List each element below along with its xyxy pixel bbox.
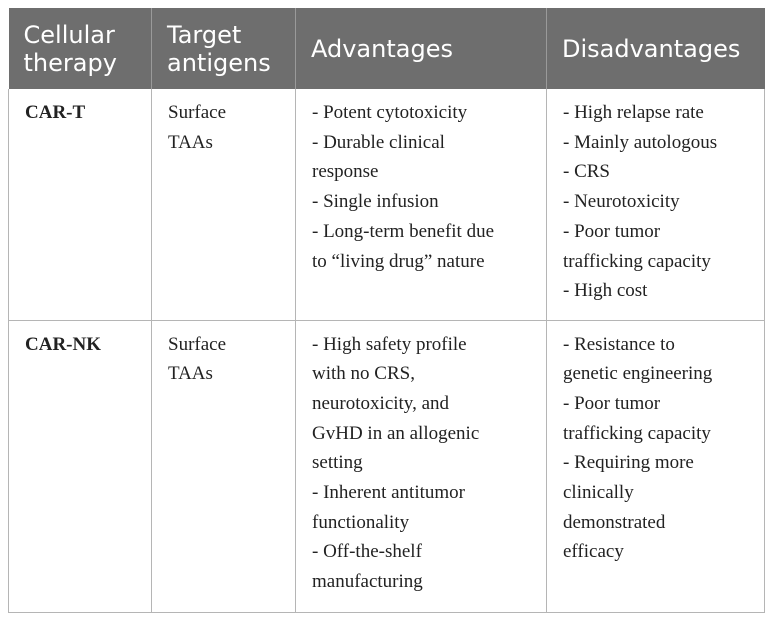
advantages-cell: - High safety profile with no CRS, neuro…: [295, 320, 547, 613]
cell-line: functionality: [312, 511, 410, 533]
cell-line: clinically: [563, 482, 634, 504]
cell-line: with no CRS,: [312, 363, 415, 385]
cell-line: - Requiring more: [563, 452, 694, 474]
disadvantages-cell: - Resistance to genetic engineering - Po…: [546, 320, 765, 613]
header-text: Target: [167, 21, 242, 49]
cell-line: - Resistance to: [563, 333, 675, 355]
cell-line: demonstrated: [563, 511, 666, 533]
cell-line: - Single infusion: [312, 191, 439, 213]
header-row: Cellular therapy Target antigens Advanta…: [8, 8, 765, 89]
header-text: therapy: [23, 49, 117, 77]
cell-line: trafficking capacity: [563, 422, 711, 444]
header-text: Cellular: [23, 21, 115, 49]
cell-line: - Off-the-shelf: [312, 541, 422, 563]
cell-line: Surface: [168, 102, 227, 123]
cell-line: - Mainly autologous: [563, 131, 718, 153]
cell-line: efficacy: [563, 541, 624, 563]
cell-line: TAAs: [168, 363, 213, 385]
cell-line: - Inherent antitumor: [312, 482, 466, 504]
therapy-cell: CAR-NK: [8, 320, 152, 613]
cell-line: - Poor tumor: [563, 392, 661, 414]
header-disadvantages: Disadvantages: [546, 8, 765, 89]
therapy-comparison-table: Cellular therapy Target antigens Advanta…: [8, 8, 765, 613]
cell-line: - High relapse rate: [563, 102, 704, 123]
header-target-antigens: Target antigens: [151, 8, 296, 89]
disadvantages-cell: - High relapse rate - Mainly autologous …: [546, 89, 765, 321]
therapy-cell: CAR-T: [8, 89, 152, 321]
cell-line: GvHD in an allogenic: [312, 422, 480, 444]
cell-line: Surface: [168, 333, 227, 355]
cell-line: to “living drug” nature: [312, 250, 485, 272]
header-text: antigens: [167, 49, 271, 77]
table-row: CAR-T Surface TAAs - Potent cytotoxicity…: [8, 89, 765, 321]
antigens-cell: Surface TAAs: [151, 89, 296, 321]
cell-line: response: [312, 161, 379, 183]
cell-line: neurotoxicity, and: [312, 392, 450, 414]
advantages-cell: - Potent cytotoxicity - Durable clinical…: [295, 89, 547, 321]
antigens-cell: Surface TAAs: [151, 320, 296, 613]
cell-line: - Durable clinical: [312, 131, 445, 153]
cell-line: TAAs: [168, 131, 213, 153]
header-cellular-therapy: Cellular therapy: [8, 8, 152, 89]
cell-line: - Poor tumor: [563, 220, 661, 242]
cell-line: - Potent cytotoxicity: [312, 102, 468, 123]
cell-line: - Long-term benefit due: [312, 220, 495, 242]
cell-line: - CRS: [563, 161, 610, 183]
cell-line: trafficking capacity: [563, 250, 711, 272]
table-row: CAR-NK Surface TAAs - High safety profil…: [8, 320, 765, 613]
cell-line: - High cost: [563, 280, 648, 302]
cell-line: - High safety profile: [312, 333, 467, 355]
cell-line: setting: [312, 452, 363, 474]
cell-line: genetic engineering: [563, 363, 713, 385]
cell-line: - Neurotoxicity: [563, 191, 680, 213]
header-advantages: Advantages: [295, 8, 547, 89]
cell-line: manufacturing: [312, 571, 423, 593]
